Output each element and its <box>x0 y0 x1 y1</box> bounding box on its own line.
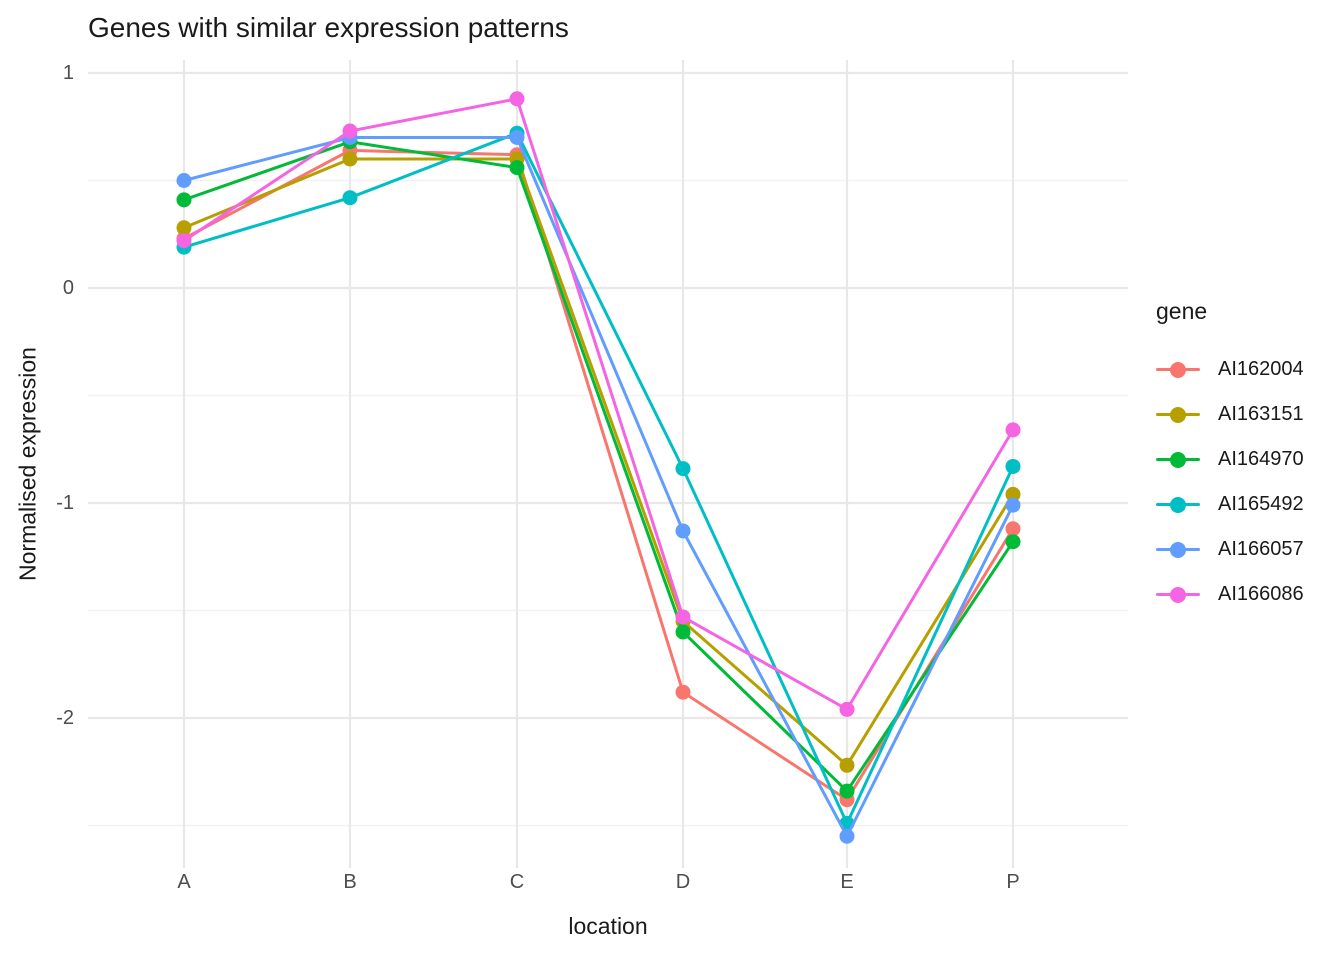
legend-key-icon <box>1156 406 1200 423</box>
y-tick-label: -1 <box>56 492 74 514</box>
legend-items: AI162004 AI163151 AI164970 AI165492 AI166057… <box>1156 347 1304 617</box>
x-tick-label-E: E <box>840 871 854 893</box>
x-tick-label-A: A <box>177 871 191 893</box>
x-tick-label-B: B <box>343 871 357 893</box>
data-point-AI166057-A <box>176 173 192 188</box>
legend-key-icon <box>1156 496 1200 513</box>
data-point-AI166086-C <box>509 91 525 107</box>
data-point-AI166086-D <box>675 609 691 625</box>
data-point-AI166057-E <box>839 828 855 844</box>
data-point-AI166086-A <box>176 233 192 249</box>
data-point-AI163151-B <box>342 151 358 167</box>
series-line-AI164970 <box>183 140 1015 794</box>
legend-key-dot <box>1170 496 1186 513</box>
data-point-AI166086-E <box>839 701 855 717</box>
y-axis-title: Normalised expression <box>14 347 41 581</box>
chart-svg <box>88 60 1128 868</box>
data-point-AI165492-P <box>1005 458 1021 474</box>
legend-item-AI164970: AI164970 <box>1156 437 1304 482</box>
legend-key-dot <box>1170 586 1186 603</box>
legend-item-AI166086: AI166086 <box>1156 572 1304 617</box>
y-tick-label: 0 <box>62 277 74 299</box>
legend-title: gene <box>1156 298 1208 324</box>
legend-item-AI163151: AI163151 <box>1156 392 1304 437</box>
data-point-AI166086-B <box>342 123 358 139</box>
data-point-AI164970-D <box>675 624 691 640</box>
legend-key-dot <box>1170 541 1186 558</box>
x-axis-title: location <box>568 913 648 939</box>
series-line-AI162004 <box>183 148 1015 802</box>
data-point-AI165492-D <box>675 461 691 477</box>
data-point-AI164970-A <box>176 192 192 208</box>
series-line-AI166057 <box>183 136 1015 840</box>
data-point-AI166057-P <box>1005 497 1021 513</box>
data-point-AI163151-E <box>839 757 855 773</box>
data-point-AI163151-A <box>176 220 192 236</box>
legend-key-dot <box>1170 406 1186 423</box>
legend-item-AI166057: AI166057 <box>1156 527 1304 572</box>
x-tick-label-C: C <box>509 871 525 893</box>
data-point-AI162004-P <box>1005 521 1021 537</box>
legend-key-icon <box>1156 541 1200 558</box>
data-point-AI166057-C <box>509 130 525 145</box>
legend-item-label: AI166057 <box>1218 538 1304 560</box>
chart-title: Genes with similar expression patterns <box>88 12 569 43</box>
legend-item-label: AI162004 <box>1218 358 1304 380</box>
legend-item-label: AI163151 <box>1218 403 1304 425</box>
legend-item-AI162004: AI162004 <box>1156 347 1304 392</box>
y-tick-label: -2 <box>56 707 74 729</box>
legend-item-label: AI164970 <box>1218 448 1304 470</box>
x-tick-label-P: P <box>1006 871 1020 893</box>
data-point-AI163151-P <box>1005 486 1021 502</box>
legend-key-icon <box>1156 586 1200 603</box>
legend-item-label: AI166086 <box>1218 583 1304 605</box>
data-point-AI162004-D <box>675 684 691 700</box>
series-line-AI163151 <box>183 157 1015 768</box>
data-point-AI164970-E <box>839 783 855 799</box>
legend: gene AI162004 AI163151 AI164970 AI165492 AI1… <box>1156 298 1304 617</box>
legend-item-label: AI165492 <box>1218 493 1304 515</box>
legend-item-AI165492: AI165492 <box>1156 482 1304 527</box>
data-point-AI166086-P <box>1005 422 1021 438</box>
data-point-AI164970-C <box>509 160 525 176</box>
legend-key-icon <box>1156 361 1200 378</box>
data-point-AI165492-B <box>342 190 358 206</box>
x-tick-label-D: D <box>675 871 691 893</box>
series-line-AI166086 <box>183 97 1015 712</box>
y-tick-label: 1 <box>62 62 74 84</box>
legend-key-dot <box>1170 361 1186 378</box>
data-point-AI166057-D <box>675 523 691 539</box>
series-line-AI165492 <box>183 131 1015 827</box>
plot-panel <box>88 60 1128 868</box>
legend-key-icon <box>1156 451 1200 468</box>
legend-key-dot <box>1170 451 1186 468</box>
data-point-AI164970-P <box>1005 534 1021 550</box>
